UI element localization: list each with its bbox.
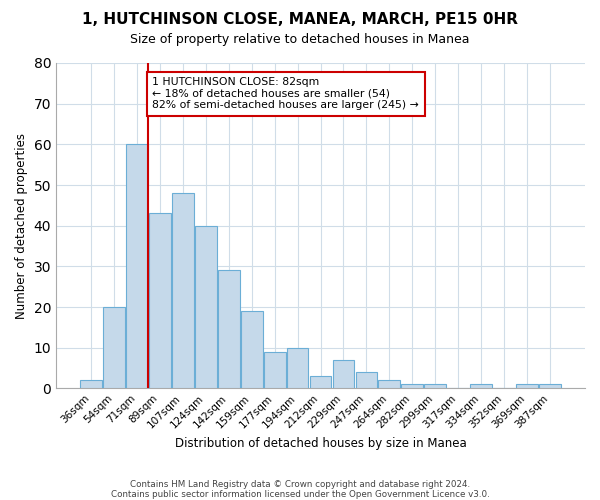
Text: Contains HM Land Registry data © Crown copyright and database right 2024.: Contains HM Land Registry data © Crown c… (130, 480, 470, 489)
Bar (379, 380, 400, 388)
Text: 1 HUTCHINSON CLOSE: 82sqm
← 18% of detached houses are smaller (54)
82% of semi-: 1 HUTCHINSON CLOSE: 82sqm ← 18% of detac… (152, 77, 419, 110)
X-axis label: Distribution of detached houses by size in Manea: Distribution of detached houses by size … (175, 437, 466, 450)
Text: 1, HUTCHINSON CLOSE, MANEA, MARCH, PE15 0HR: 1, HUTCHINSON CLOSE, MANEA, MARCH, PE15 … (82, 12, 518, 28)
Bar (172, 193, 194, 388)
Text: Size of property relative to detached houses in Manea: Size of property relative to detached ho… (130, 32, 470, 46)
Bar (310, 376, 331, 388)
Bar (195, 226, 217, 388)
Bar (149, 214, 171, 388)
Y-axis label: Number of detached properties: Number of detached properties (15, 132, 28, 318)
Bar (287, 348, 308, 389)
Bar (401, 384, 423, 388)
Bar (80, 380, 102, 388)
Bar (241, 311, 263, 388)
Bar (356, 372, 377, 388)
Bar (126, 144, 148, 388)
Bar (539, 384, 561, 388)
Text: Contains public sector information licensed under the Open Government Licence v3: Contains public sector information licen… (110, 490, 490, 499)
Bar (103, 307, 125, 388)
Bar (264, 352, 286, 389)
Bar (470, 384, 492, 388)
Bar (424, 384, 446, 388)
Bar (332, 360, 355, 388)
Bar (218, 270, 239, 388)
Bar (516, 384, 538, 388)
